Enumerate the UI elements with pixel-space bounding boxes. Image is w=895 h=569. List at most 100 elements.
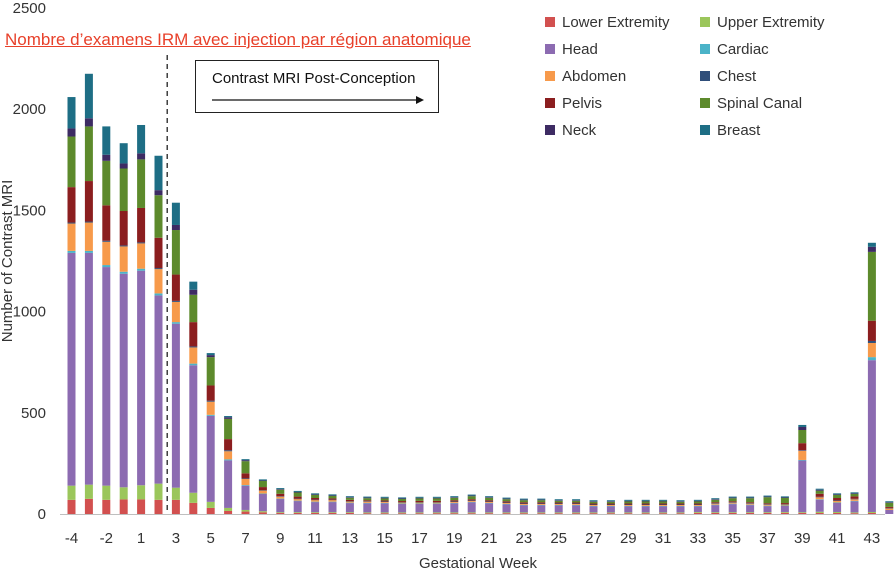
- bar-segment-head: [728, 504, 737, 513]
- bar-segment-pelvis: [589, 503, 598, 505]
- bar-segment-upper-extremity: [798, 512, 807, 513]
- bar-segment-spinal-canal: [502, 499, 511, 502]
- bar-segment-breast: [171, 202, 180, 225]
- bar-segment-spinal-canal: [867, 251, 876, 321]
- bar-segment-head: [171, 323, 180, 488]
- post-conception-callout-box: Contrast MRI Post-Conception: [195, 60, 439, 113]
- bar-segment-spinal-canal: [363, 498, 372, 501]
- x-tick-label: 19: [446, 530, 463, 547]
- bar-segment-cardiac: [398, 503, 407, 504]
- bar-segment-breast: [154, 155, 163, 191]
- bar-segment-pelvis: [502, 501, 511, 503]
- bar-segment-cardiac: [815, 499, 824, 500]
- bar-segment-chest: [746, 503, 755, 504]
- bar-segment-lower-extremity: [606, 513, 615, 514]
- bar-segment-breast: [763, 495, 772, 497]
- legend-label: Upper Extremity: [717, 13, 825, 31]
- bar-stack-week-37: [763, 495, 772, 514]
- bar-segment-head: [676, 506, 685, 513]
- bar-segment-abdomen: [67, 223, 76, 251]
- bar-segment-lower-extremity: [728, 512, 737, 514]
- bar-segment-breast: [398, 497, 407, 499]
- bar-segment-abdomen: [606, 504, 615, 506]
- bar-segment-upper-extremity: [693, 511, 702, 513]
- bar-segment-breast: [241, 459, 250, 461]
- bar-segment-chest: [67, 222, 76, 224]
- bar-segment-head: [328, 502, 337, 513]
- bar-segment-breast: [467, 494, 476, 496]
- bar-segment-lower-extremity: [224, 510, 233, 514]
- bar-segment-lower-extremity: [67, 499, 76, 514]
- bar-segment-abdomen: [293, 499, 302, 501]
- bar-segment-neck: [589, 501, 598, 502]
- bar-segment-lower-extremity: [206, 507, 215, 514]
- bar-segment-abdomen: [467, 500, 476, 502]
- bar-segment-chest: [728, 502, 737, 503]
- bar-segment-spinal-canal: [850, 493, 859, 497]
- legend-item-cardiac: Cardiac: [700, 39, 769, 59]
- bar-segment-upper-extremity: [154, 483, 163, 500]
- bar-segment-head: [345, 503, 354, 513]
- bar-segment-neck: [345, 497, 354, 498]
- bar-segment-breast: [485, 496, 494, 498]
- x-tick-label: 21: [481, 530, 498, 547]
- legend-label: Abdomen: [562, 67, 627, 85]
- bar-segment-cardiac: [659, 505, 668, 507]
- x-tick-label: 23: [516, 530, 533, 547]
- bar-segment-pelvis: [398, 501, 407, 503]
- bar-segment-breast: [258, 479, 267, 481]
- bar-segment-neck: [276, 489, 285, 490]
- legend-swatch: [545, 98, 555, 108]
- bar-segment-cardiac: [450, 502, 459, 504]
- bar-segment-upper-extremity: [711, 512, 720, 513]
- bar-segment-upper-extremity: [833, 511, 842, 513]
- bar-segment-upper-extremity: [415, 512, 424, 514]
- x-tick-label: -4: [65, 530, 78, 547]
- bar-segment-spinal-canal: [345, 497, 354, 500]
- bar-segment-lower-extremity: [659, 513, 668, 514]
- bar-segment-pelvis: [850, 496, 859, 499]
- bar-segment-head: [380, 503, 389, 513]
- bar-segment-head: [815, 499, 824, 512]
- bar-segment-head: [189, 365, 198, 493]
- bar-segment-neck: [833, 494, 842, 495]
- bar-segment-breast: [693, 499, 702, 501]
- bar-stack-week-23: [519, 498, 528, 514]
- bar-segment-lower-extremity: [102, 499, 111, 514]
- bar-segment-upper-extremity: [850, 512, 859, 514]
- bar-segment-cardiac: [84, 250, 93, 253]
- bar-segment-upper-extremity: [867, 511, 876, 513]
- bar-segment-abdomen: [867, 342, 876, 358]
- bar-segment-spinal-canal: [537, 500, 546, 503]
- bar-segment-abdomen: [502, 502, 511, 504]
- x-axis-title: Gestational Week: [419, 555, 538, 569]
- bar-segment-breast: [363, 496, 372, 498]
- bar-segment-lower-extremity: [154, 499, 163, 514]
- bar-segment-abdomen: [798, 450, 807, 460]
- bar-segment-spinal-canal: [589, 501, 598, 504]
- bar-segment-neck: [380, 497, 389, 499]
- x-tick-label: 9: [276, 530, 284, 547]
- bar-stack-week-28: [606, 500, 615, 514]
- bar-segment-abdomen: [154, 269, 163, 294]
- bar-segment-upper-extremity: [537, 512, 546, 514]
- bar-segment-chest: [780, 504, 789, 505]
- bar-segment-cardiac: [641, 505, 650, 507]
- bar-segment-spinal-canal: [258, 481, 267, 488]
- bar-segment-spinal-canal: [572, 500, 581, 503]
- bar-segment-abdomen: [693, 504, 702, 506]
- x-tick-label: 15: [376, 530, 393, 547]
- bar-segment-abdomen: [659, 504, 668, 506]
- bar-stack-week-11: [311, 493, 320, 514]
- bar-segment-breast: [206, 353, 215, 356]
- bar-stack-week-19: [450, 496, 459, 514]
- bar-segment-lower-extremity: [293, 512, 302, 514]
- bar-segment-breast: [815, 488, 824, 490]
- bar-segment-head: [693, 506, 702, 512]
- bar-segment-pelvis: [676, 503, 685, 505]
- bar-segment-upper-extremity: [589, 512, 598, 514]
- bar-segment-neck: [137, 153, 146, 160]
- bar-segment-breast: [798, 424, 807, 427]
- bar-segment-breast: [380, 496, 389, 498]
- bar-segment-head: [746, 505, 755, 513]
